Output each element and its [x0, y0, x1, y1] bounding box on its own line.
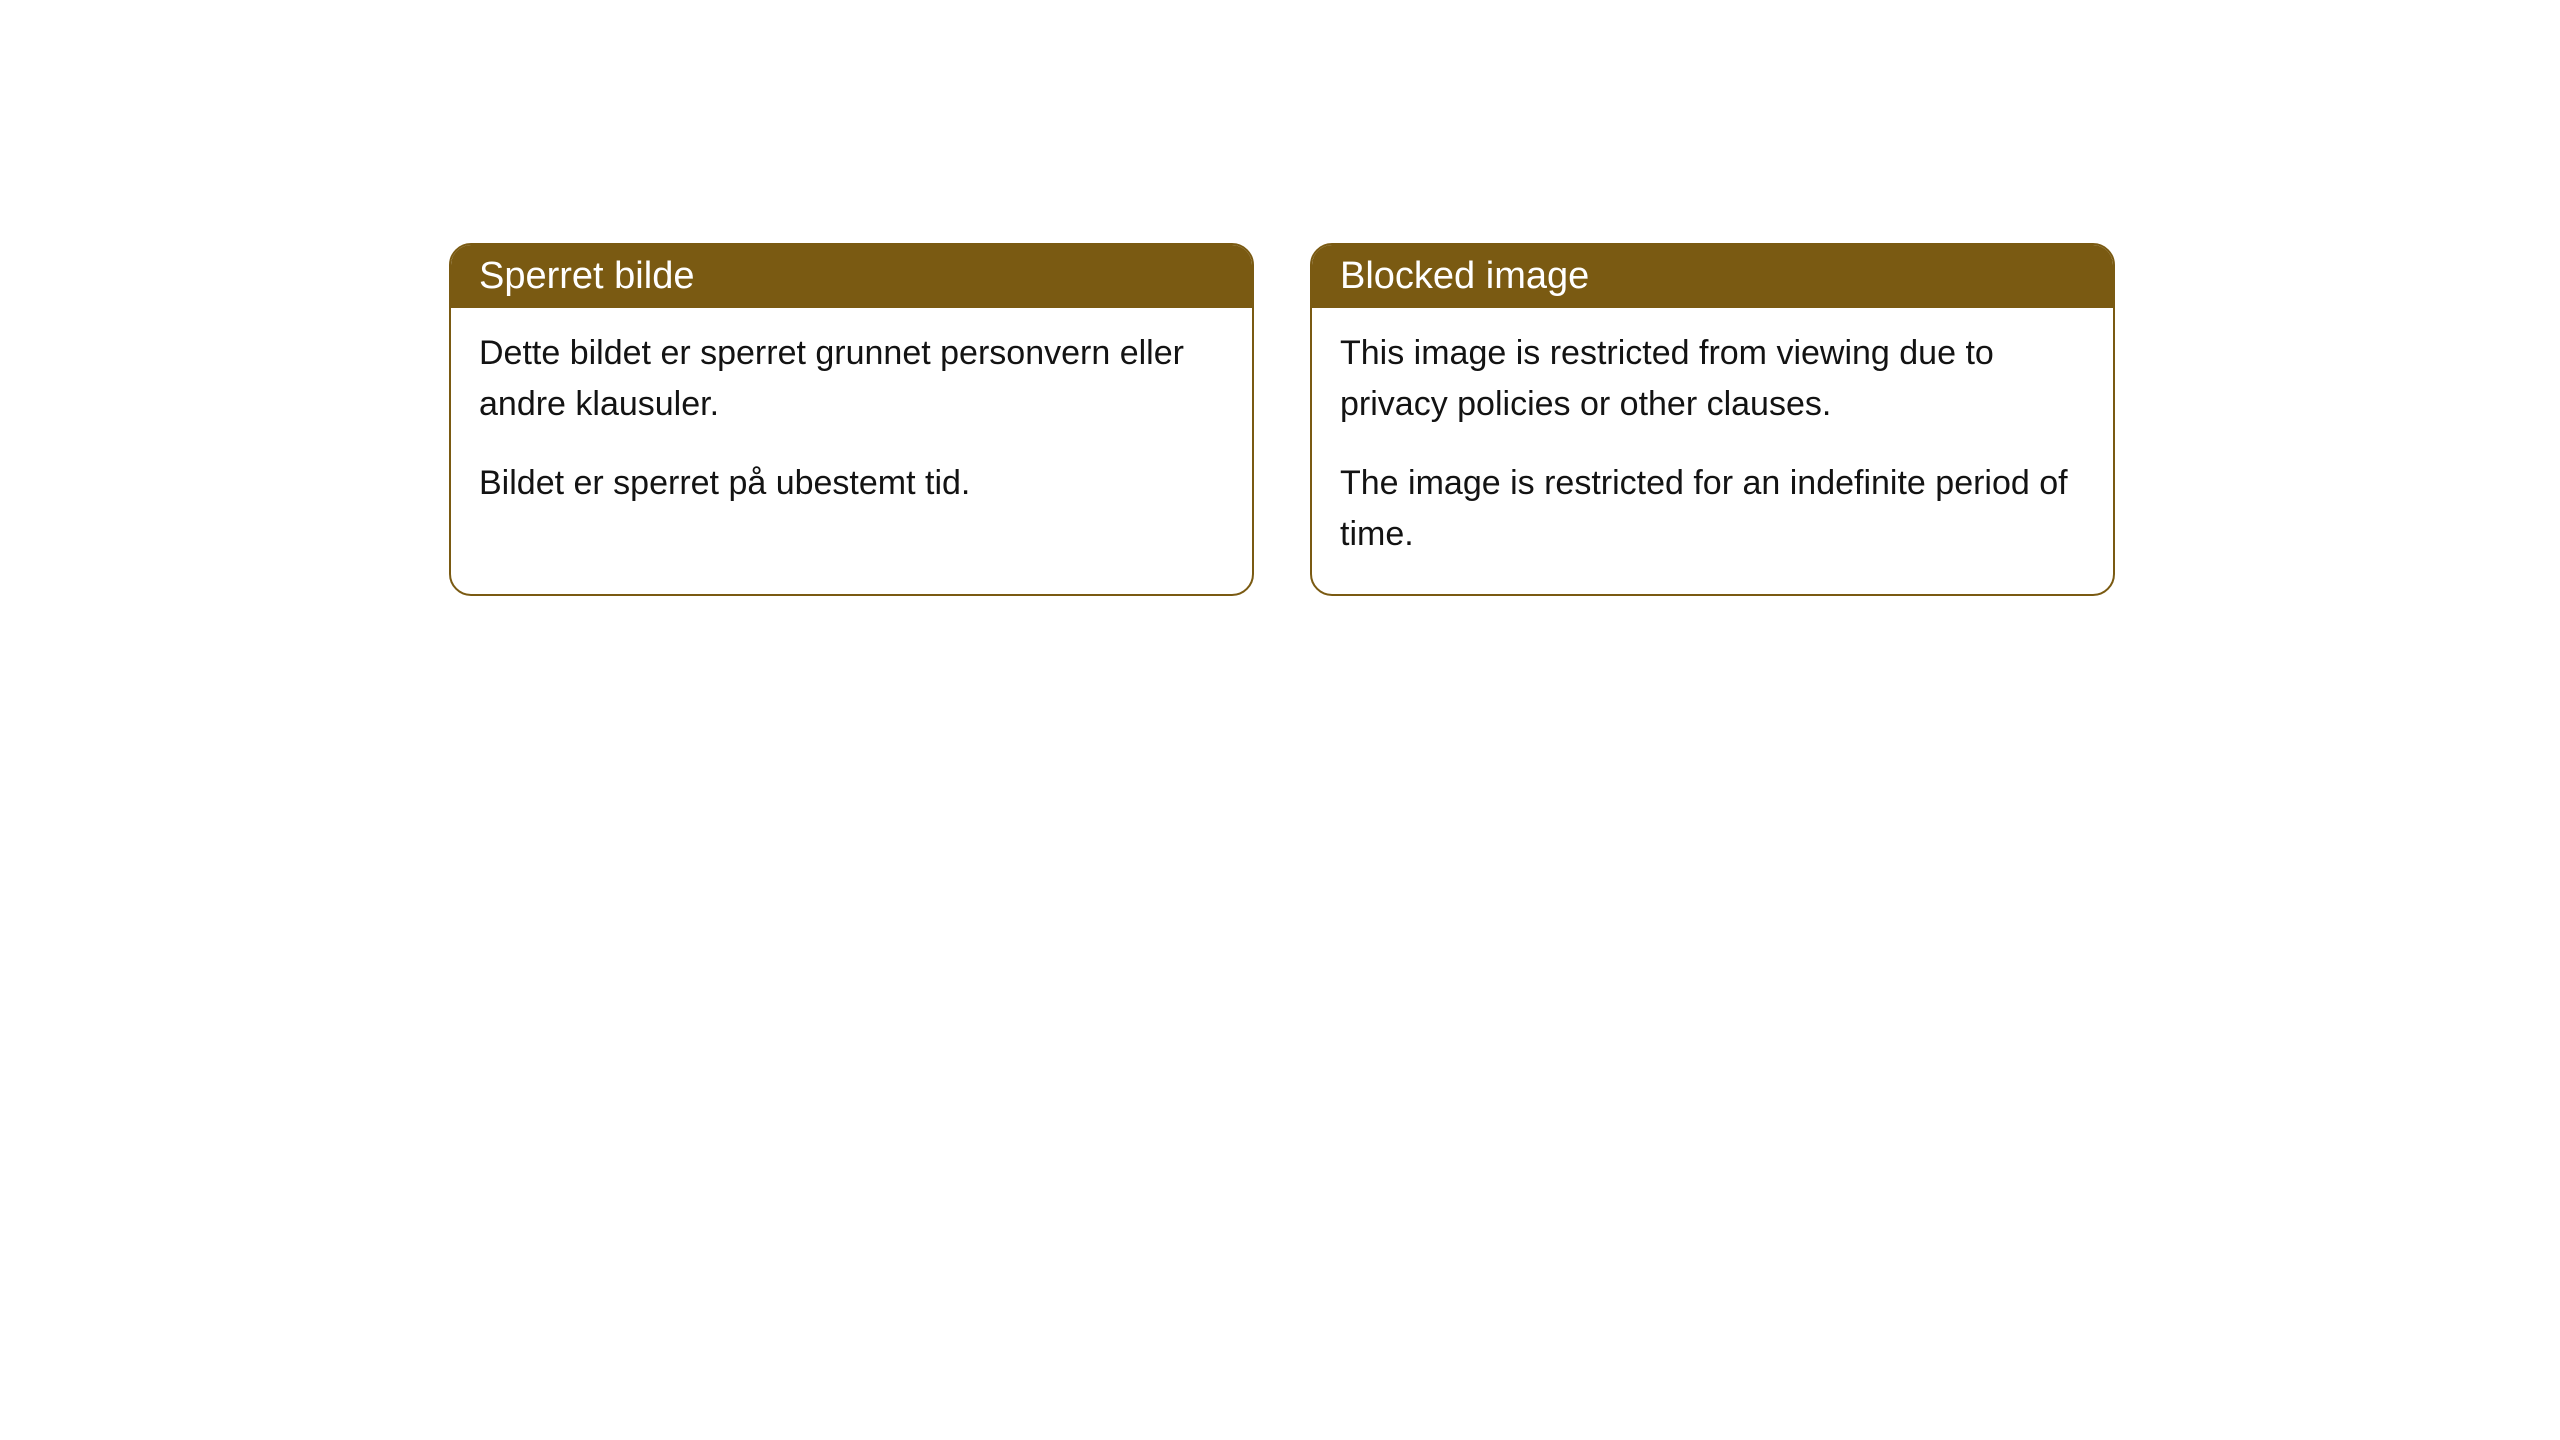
card-body: Dette bildet er sperret grunnet personve…: [451, 308, 1252, 543]
card-paragraph: Bildet er sperret på ubestemt tid.: [479, 458, 1224, 509]
card-title: Blocked image: [1340, 255, 1589, 297]
blocked-image-card-english: Blocked image This image is restricted f…: [1310, 243, 2115, 596]
card-paragraph: The image is restricted for an indefinit…: [1340, 458, 2085, 560]
notice-cards-container: Sperret bilde Dette bildet er sperret gr…: [449, 243, 2115, 596]
card-body: This image is restricted from viewing du…: [1312, 308, 2113, 594]
blocked-image-card-norwegian: Sperret bilde Dette bildet er sperret gr…: [449, 243, 1254, 596]
card-paragraph: This image is restricted from viewing du…: [1340, 328, 2085, 430]
card-header: Blocked image: [1312, 245, 2113, 308]
card-title: Sperret bilde: [479, 255, 694, 297]
card-header: Sperret bilde: [451, 245, 1252, 308]
card-paragraph: Dette bildet er sperret grunnet personve…: [479, 328, 1224, 430]
